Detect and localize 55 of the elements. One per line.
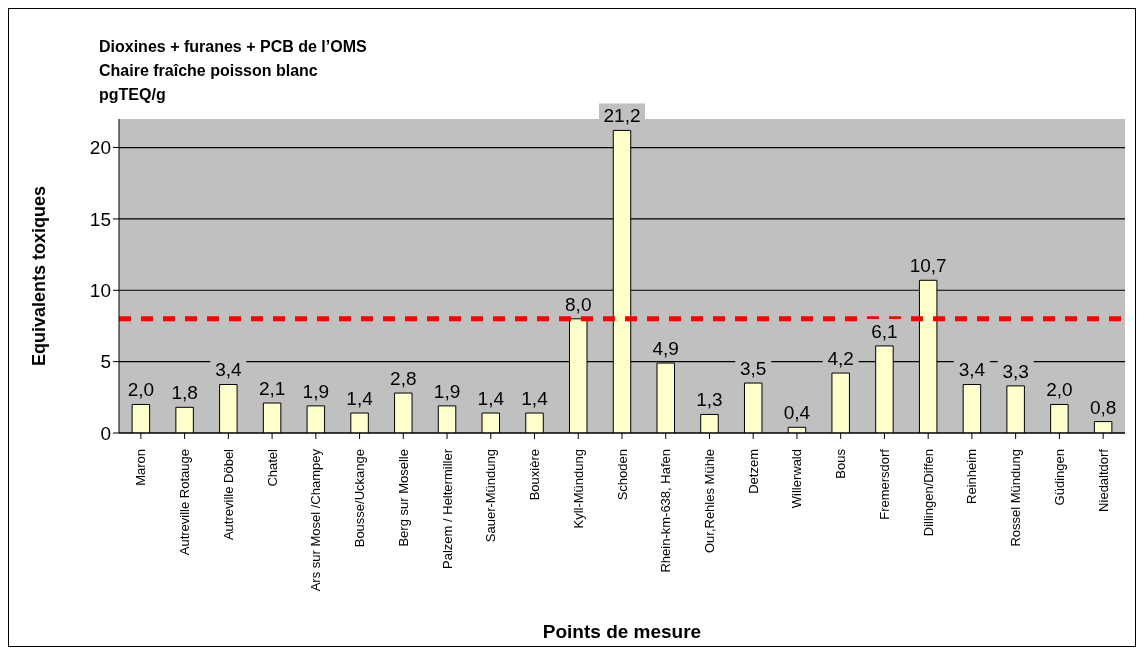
x-tick-label: Fremersdorf	[876, 448, 892, 520]
x-axis-title: Points de mesure	[542, 621, 702, 642]
x-tick-label: Chatel	[264, 448, 280, 487]
data-label: 21,2	[603, 105, 641, 127]
y-axis-title: Equivalents toxiques	[29, 185, 50, 367]
data-label: 0,8	[1089, 396, 1117, 418]
y-tick-label: 15	[89, 208, 111, 230]
y-tick-label: 0	[100, 422, 111, 444]
x-tick-label: Detzem	[745, 449, 761, 494]
x-tick-label: Dillingen/Diffen	[920, 449, 936, 537]
x-tick-label: Autreville Rotauge	[177, 449, 193, 556]
data-label: 4,2	[827, 348, 854, 370]
data-label: 2,1	[258, 378, 286, 400]
data-label: 4,9	[652, 338, 679, 360]
x-tick-label: Rossel Mündung	[1008, 449, 1024, 547]
x-tick-label: Reinheim	[964, 449, 980, 504]
chart-title: Dioxines + furanes + PCB de l’OMS	[99, 37, 367, 57]
x-tick-label: Bousse/Uckange	[352, 449, 368, 548]
data-label: 1,9	[433, 380, 461, 402]
data-label: 3,3	[1002, 360, 1029, 382]
data-label: 0,4	[783, 402, 811, 424]
x-tick-label: Maron	[133, 449, 149, 486]
data-label: 1,4	[346, 388, 374, 410]
x-tick-label: Willerwald	[789, 449, 805, 509]
data-label: 1,4	[521, 388, 549, 410]
data-label: 1,4	[477, 388, 505, 410]
data-label: 3,5	[740, 358, 767, 380]
x-tick-label: Schoden	[614, 449, 630, 501]
x-tick-label: Niedaltdorf	[1095, 448, 1111, 512]
y-tick-label: 10	[89, 280, 111, 302]
x-tick-label: Sauer-Mündung	[483, 449, 499, 543]
x-tick-label: Ars sur Mosel /Champey	[308, 448, 324, 592]
y-tick-label: 5	[100, 351, 111, 373]
data-label: 10,7	[909, 255, 947, 277]
data-label: 2,8	[390, 368, 417, 390]
data-label: 3,4	[215, 359, 242, 381]
x-tick-label: Our,Rehles Mühle	[701, 449, 717, 554]
data-label: 2,0	[127, 379, 155, 401]
data-label: 1,3	[696, 389, 723, 411]
data-label: 8,0	[565, 293, 592, 315]
data-label: 1,9	[302, 380, 330, 402]
x-tick-label: Bous	[833, 448, 849, 479]
x-tick-label: Bouxière	[527, 449, 543, 501]
x-tick-label: Autreville Döbel	[220, 448, 236, 541]
data-label: 6,1	[871, 320, 898, 342]
x-tick-label: Güdingen	[1051, 449, 1067, 506]
x-tick-label: Palzem / Heltermiller	[439, 448, 455, 569]
x-tick-label: Kyll-Mündung	[570, 449, 586, 529]
x-tick-label: Berg sur Moselle	[395, 449, 411, 547]
chart-subtitle: Chaire fraîche poisson blanc pgTEQ/g	[99, 61, 319, 105]
y-tick-label: 20	[89, 137, 111, 159]
data-label: 1,8	[171, 382, 198, 404]
data-label: 3,4	[958, 359, 986, 381]
data-label: 2,0	[1046, 379, 1073, 401]
x-tick-label: Rhein-km-638, Hafen	[658, 449, 674, 573]
